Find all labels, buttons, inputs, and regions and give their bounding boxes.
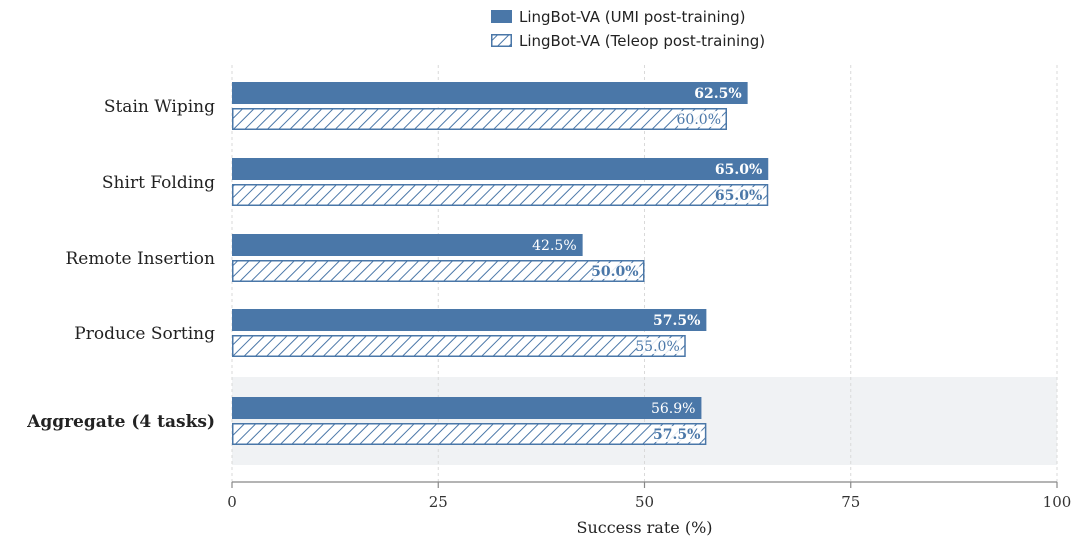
category-label: Stain Wiping [104, 97, 215, 117]
value-label-backdrop [654, 426, 702, 442]
umi-bar [232, 82, 748, 104]
legend-swatch-teleop [491, 34, 512, 47]
x-tick-label-50: 50 [635, 493, 654, 511]
value-label: 65.0% [715, 162, 762, 178]
x-tick-label-100: 100 [1043, 493, 1072, 511]
value-label-backdrop [636, 338, 681, 354]
value-label-backdrop [678, 111, 722, 127]
value-label: 62.5% [694, 86, 741, 102]
category-label: Produce Sorting [74, 324, 215, 344]
value-label: 65.0% [715, 188, 762, 204]
x-tick-label-25: 25 [429, 493, 448, 511]
x-tick-label-0: 0 [227, 493, 237, 511]
umi-bar [232, 309, 707, 331]
value-label: 50.0% [591, 264, 638, 280]
teleop-bar [232, 108, 727, 130]
value-label: 42.5% [532, 238, 576, 254]
legend-label: LingBot-VA (UMI post-training) [519, 8, 746, 26]
value-label-backdrop [592, 263, 640, 279]
value-label: 60.0% [677, 112, 721, 128]
umi-bar [232, 158, 769, 180]
x-tick-label-75: 75 [841, 493, 860, 511]
legend-label: LingBot-VA (Teleop post-training) [519, 32, 765, 50]
value-label-backdrop [716, 187, 764, 203]
category-label: Shirt Folding [102, 173, 215, 193]
value-label: 57.5% [653, 427, 700, 443]
x-axis-title: Success rate (%) [576, 518, 712, 537]
umi-bar [232, 397, 702, 419]
teleop-bar [232, 423, 707, 445]
legend-swatch-umi [491, 10, 512, 23]
teleop-bar [232, 335, 686, 357]
value-label: 57.5% [653, 313, 700, 329]
value-label: 56.9% [651, 401, 695, 417]
teleop-bar [232, 184, 769, 206]
category-label: Aggregate (4 tasks) [26, 412, 215, 432]
teleop-bar [232, 260, 645, 282]
category-label: Remote Insertion [65, 249, 215, 269]
value-label: 55.0% [635, 339, 679, 355]
umi-bar [232, 234, 583, 256]
